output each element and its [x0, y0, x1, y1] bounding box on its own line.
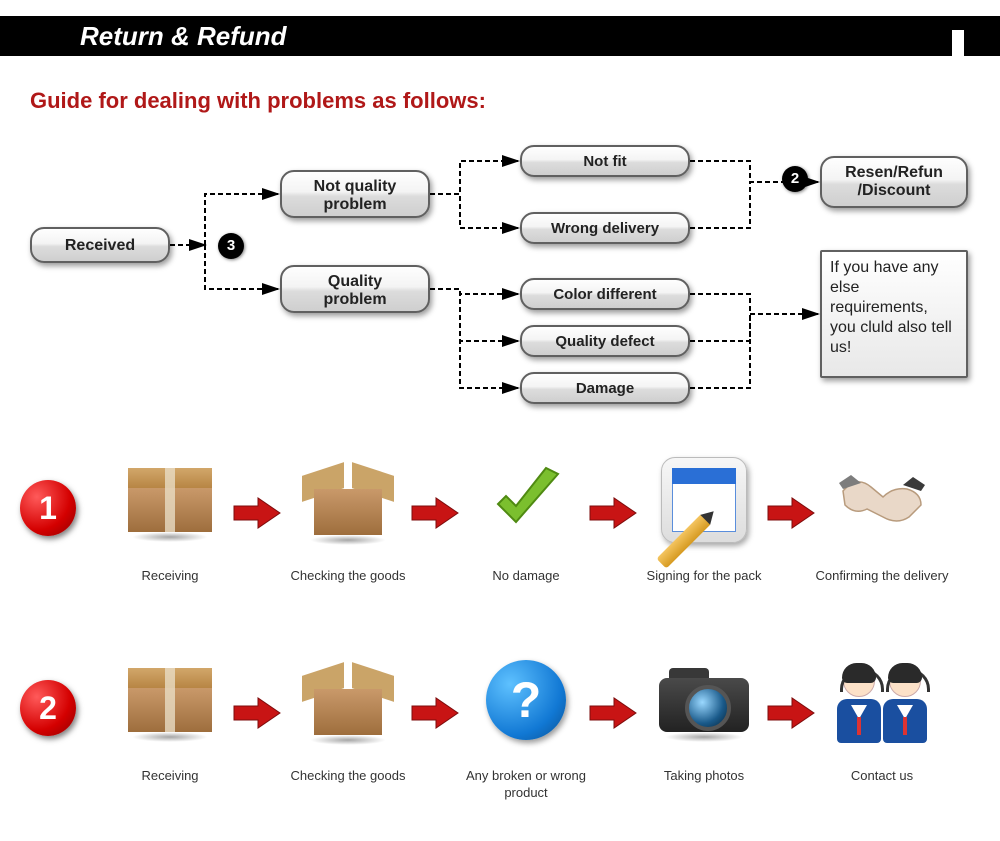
step-r2-4: Taking photos	[634, 640, 774, 785]
step-r1-4: Signing for the pack	[634, 440, 774, 585]
down-arrow-icon	[946, 30, 970, 76]
row1-number: 1	[20, 480, 76, 536]
steps-row-1: 1 Receiving Checking the goods No damage Si…	[20, 440, 980, 630]
node-wrong-delivery: Wrong delivery	[520, 212, 690, 244]
node-damage: Damage	[520, 372, 690, 404]
step-label: Signing for the pack	[634, 568, 774, 585]
step-r1-3: No damage	[456, 440, 596, 585]
step-label: Receiving	[100, 568, 240, 585]
node-received: Received	[30, 227, 170, 263]
step-r1-2: Checking the goods	[278, 440, 418, 585]
guide-subtitle: Guide for dealing with problems as follo…	[30, 88, 486, 114]
step-label: Confirming the delivery	[812, 568, 952, 585]
badge-3: 3	[218, 233, 244, 259]
arrow-right-icon	[232, 496, 282, 535]
people-icon	[832, 650, 932, 750]
box-open-icon	[298, 650, 398, 750]
box-closed-icon	[120, 650, 220, 750]
sign-icon	[654, 450, 754, 550]
step-label: Receiving	[100, 768, 240, 785]
node-else-note: If you have any else requirements, you c…	[820, 250, 968, 378]
box-open-icon	[298, 450, 398, 550]
camera-icon	[654, 650, 754, 750]
step-label: No damage	[456, 568, 596, 585]
arrow-right-icon	[588, 496, 638, 535]
node-quality-defect: Quality defect	[520, 325, 690, 357]
node-resend-refund: Resen/Refun /Discount	[820, 156, 968, 208]
return-refund-page: Return & Refund Guide for dealing with p…	[0, 0, 1000, 841]
step-label: Any broken or wrong product	[456, 768, 596, 802]
step-r2-2: Checking the goods	[278, 640, 418, 785]
header-title: Return & Refund	[0, 16, 1000, 56]
badge-2: 2	[782, 166, 808, 192]
step-r2-3: Any broken or wrong product	[456, 640, 596, 802]
row2-number: 2	[20, 680, 76, 736]
header-bar: Return & Refund	[0, 16, 1000, 56]
arrow-right-icon	[766, 696, 816, 735]
step-label: Checking the goods	[278, 568, 418, 585]
step-label: Checking the goods	[278, 768, 418, 785]
node-not-quality: Not quality problem	[280, 170, 430, 218]
node-quality: Quality problem	[280, 265, 430, 313]
arrow-right-icon	[232, 696, 282, 735]
step-r1-1: Receiving	[100, 440, 240, 585]
step-r2-5: Contact us	[812, 640, 952, 785]
arrow-right-icon	[410, 696, 460, 735]
handshake-icon	[832, 450, 932, 550]
steps-row-2: 2 Receiving Checking the goods Any broken …	[20, 640, 980, 830]
step-label: Taking photos	[634, 768, 774, 785]
arrow-right-icon	[766, 496, 816, 535]
arrow-right-icon	[410, 496, 460, 535]
problem-flowchart: Received Not quality problem Quality pro…	[30, 130, 970, 420]
step-r1-5: Confirming the delivery	[812, 440, 952, 585]
check-icon	[476, 450, 576, 550]
node-color-different: Color different	[520, 278, 690, 310]
node-not-fit: Not fit	[520, 145, 690, 177]
step-r2-1: Receiving	[100, 640, 240, 785]
step-label: Contact us	[812, 768, 952, 785]
box-closed-icon	[120, 450, 220, 550]
question-icon	[476, 650, 576, 750]
arrow-right-icon	[588, 696, 638, 735]
